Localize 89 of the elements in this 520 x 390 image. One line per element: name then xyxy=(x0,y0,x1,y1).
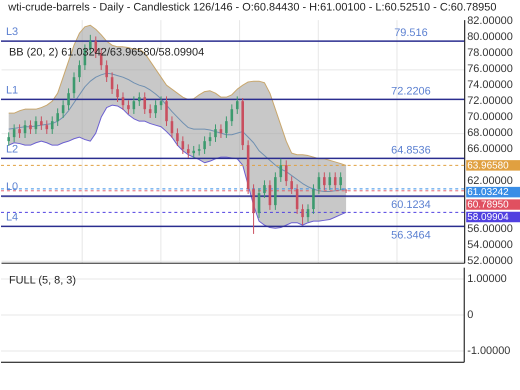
ref-line-label: 79.516 xyxy=(394,27,428,40)
candlestick xyxy=(280,158,282,182)
candlestick xyxy=(268,180,272,210)
candlestick xyxy=(24,120,26,138)
candlestick xyxy=(29,120,32,134)
chart-title: wti-crude-barrels - Daily - Candlestick 126/146 - O:60.84430 - H:61.00100 - L:60.52510 - C:60.78950 xyxy=(7,1,496,14)
candlestick xyxy=(230,104,234,126)
ref-line-label: 72.2206 xyxy=(391,85,431,98)
candlestick xyxy=(138,92,141,106)
candlestick xyxy=(220,124,222,138)
candlestick xyxy=(344,188,348,194)
candlestick xyxy=(339,172,342,190)
text: 1.00000 xyxy=(467,273,507,286)
candlestick xyxy=(214,124,217,142)
y-tick-label: 62.00000 xyxy=(467,175,513,188)
candlestick xyxy=(290,176,293,194)
line-series xyxy=(8,24,347,166)
candlestick xyxy=(312,184,315,214)
candlestick xyxy=(116,84,119,102)
candlestick xyxy=(143,92,146,114)
candlestick xyxy=(56,108,59,126)
candlestick xyxy=(252,184,255,234)
y-tick-label: 56.00000 xyxy=(467,223,513,236)
text: FULL (5, 8, 3) xyxy=(8,274,76,287)
annotation: L2 xyxy=(6,143,18,156)
candlestick xyxy=(258,188,260,218)
candlestick xyxy=(160,96,162,110)
ref-line-label: 56.3464 xyxy=(391,229,431,242)
candlestick xyxy=(328,172,332,190)
annotation: L4 xyxy=(6,211,18,224)
candlestick xyxy=(198,144,200,156)
candlestick xyxy=(72,72,76,98)
candlestick xyxy=(296,184,298,214)
candlestick xyxy=(182,136,184,154)
y-tick-label: 66.00000 xyxy=(467,143,513,156)
candlestick xyxy=(165,96,168,126)
candlestick xyxy=(323,172,326,190)
candlestick xyxy=(203,136,206,154)
candlestick xyxy=(50,116,54,134)
candlestick xyxy=(148,104,152,118)
candlestick xyxy=(45,120,48,134)
candlestick xyxy=(208,132,212,146)
candlestick xyxy=(225,116,228,138)
text: 0 xyxy=(467,308,474,321)
y-tick-label: 54.00000 xyxy=(467,239,513,252)
candlestick xyxy=(40,116,43,130)
candlestick xyxy=(263,180,266,198)
y-tick-label: 74.00000 xyxy=(467,79,513,92)
candlestick xyxy=(154,100,157,118)
annotation: L0 xyxy=(6,181,18,194)
candlestick xyxy=(306,204,310,222)
ref-line-label: 64.8536 xyxy=(391,144,431,156)
ref-line-label: 60.78950 xyxy=(467,200,510,211)
y-tick-label: 70.00000 xyxy=(467,111,513,124)
candlestick xyxy=(110,72,114,94)
candlestick xyxy=(186,144,190,158)
candlestick xyxy=(284,160,288,186)
y-tick-label: 52.00000 xyxy=(467,255,513,268)
candlestick xyxy=(62,100,64,118)
ref-line-label: 58.09904 xyxy=(467,212,510,223)
y-tick-label: 76.00000 xyxy=(467,63,513,76)
y-tick-label: 82.00000 xyxy=(467,15,513,28)
line-series xyxy=(8,104,347,229)
annotation: L1 xyxy=(6,84,18,96)
candlestick xyxy=(34,116,38,134)
candlestick xyxy=(105,60,108,82)
candlestick xyxy=(18,124,21,138)
candlestick xyxy=(176,128,179,146)
candlestick xyxy=(127,100,130,114)
candlestick xyxy=(334,172,337,190)
text: -1.00000 xyxy=(467,344,510,357)
candlestick xyxy=(67,88,70,110)
candlestick xyxy=(301,204,304,226)
candlestick xyxy=(132,96,136,114)
candlestick xyxy=(12,124,16,142)
y-tick-label: 78.00000 xyxy=(467,47,513,60)
candlestick xyxy=(318,172,320,194)
y-tick-label: 80.00000 xyxy=(467,31,513,44)
y-tick-label: 72.00000 xyxy=(467,95,513,108)
candlestick xyxy=(122,92,124,110)
candlestick xyxy=(170,116,174,138)
ref-line-label: 63.96580 xyxy=(467,160,510,172)
candlestick xyxy=(7,132,10,146)
y-tick-label: 68.00000 xyxy=(467,127,513,140)
ref-line-label: 60.1234 xyxy=(391,199,431,212)
ref-line-label: 61.03242 xyxy=(467,187,510,198)
candlestick xyxy=(236,96,239,114)
candlestick xyxy=(78,60,81,82)
annotation: L3 xyxy=(6,26,18,38)
